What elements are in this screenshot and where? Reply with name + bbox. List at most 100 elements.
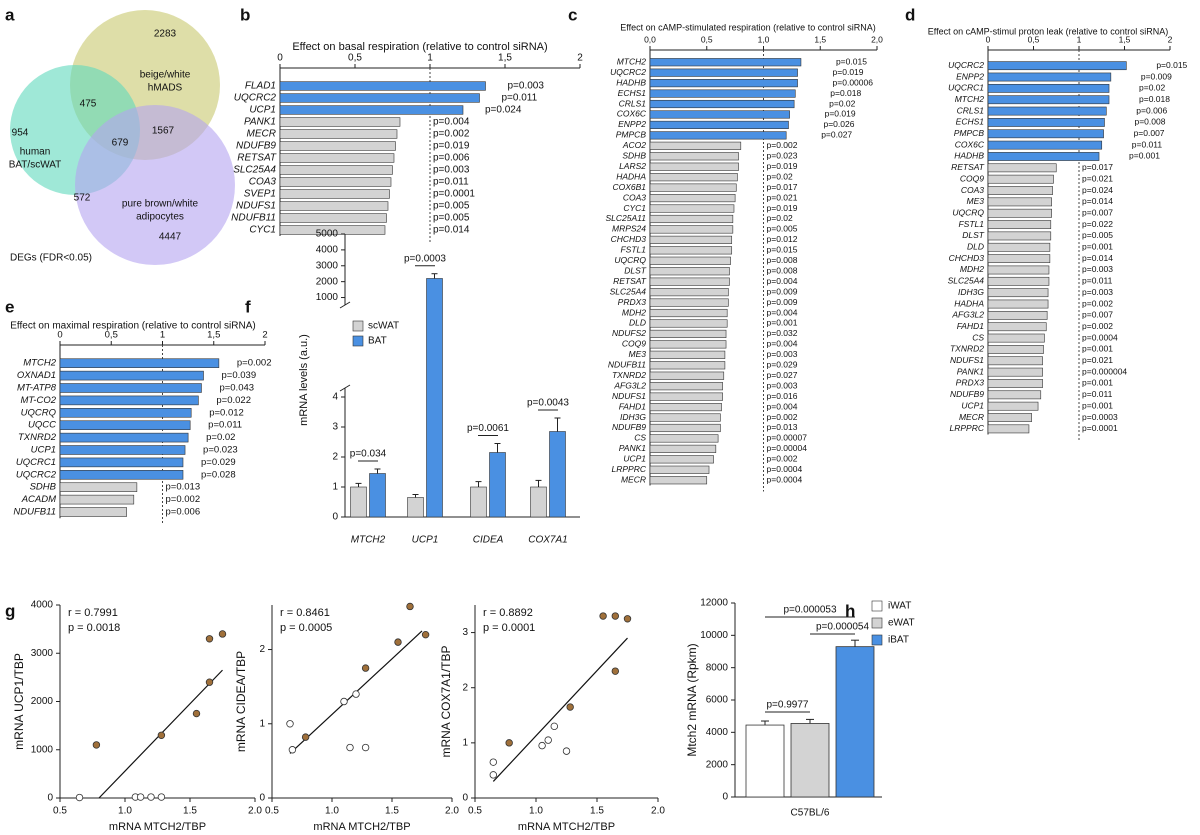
panel-letter: c: [568, 5, 577, 24]
x-axis-label: mRNA MTCH2/TBP: [518, 821, 615, 833]
bar: [649, 288, 729, 297]
p-value-label: p=0.017: [1082, 162, 1113, 172]
p-value-label: p=0.0003: [404, 253, 446, 264]
p-value-label: p=0.024: [1082, 185, 1113, 195]
bar: [649, 141, 742, 150]
bar: [649, 99, 795, 109]
bar: [987, 129, 1104, 139]
bar: [649, 89, 796, 98]
category-label: HADHA: [616, 171, 646, 181]
bar: [649, 79, 798, 88]
p-value-label: p=0.0001: [433, 189, 475, 200]
p-value-label: p=0.034: [350, 449, 387, 460]
category-label: NDUFB9: [612, 422, 646, 432]
bar: [649, 465, 710, 474]
bar: [790, 723, 830, 798]
bar: [369, 473, 386, 518]
category-label: FLAD1: [245, 81, 276, 92]
category-label: CHCHD3: [611, 234, 647, 244]
category-label: DLD: [629, 318, 646, 328]
p-value-label: p=0.015: [1156, 60, 1187, 70]
p-value-label: p=0.015: [767, 245, 798, 255]
category-label: MECR: [621, 474, 646, 484]
point: [340, 697, 348, 706]
p-value-label: p=0.012: [767, 234, 798, 244]
bar: [987, 276, 1050, 286]
x-tick-label: 0,5: [701, 34, 713, 44]
bar: [279, 153, 395, 163]
category-label: COA3: [961, 185, 984, 195]
bar: [987, 152, 1100, 161]
point: [157, 731, 166, 739]
p-value-label: p=0.002: [433, 129, 470, 140]
p-value-label: p=0.00004: [767, 443, 808, 453]
category-label: COX6B1: [612, 182, 646, 192]
category-label: MECR: [959, 412, 984, 422]
bar: [649, 110, 790, 119]
annotation: r = 0.8892: [483, 607, 533, 619]
category-label: NDUFS2: [612, 328, 646, 338]
bar: [59, 494, 135, 505]
bar: [59, 470, 184, 480]
panel-letter: g: [5, 601, 15, 620]
category-label: MT-ATP8: [17, 383, 57, 394]
category-label: FSTL1: [958, 219, 984, 229]
p-value-label: p=0.032: [767, 328, 798, 338]
point: [550, 722, 558, 731]
p-value-label: p=0.004: [767, 401, 798, 411]
x-axis-label: mRNA MTCH2/TBP: [109, 821, 206, 833]
category-label: NDUFB9: [950, 389, 984, 399]
bar: [649, 162, 739, 171]
category-label: UQCRC1: [948, 83, 984, 93]
bar: [649, 444, 717, 453]
p-value-label: p=0.011: [208, 420, 242, 431]
bar: [987, 254, 1051, 264]
p-value-label: p=0.008: [767, 265, 798, 275]
bar: [59, 432, 189, 443]
category-label: NDUFB9: [236, 141, 276, 152]
bar: [649, 277, 730, 286]
bar: [987, 310, 1048, 320]
bar: [987, 208, 1053, 218]
bar: [59, 445, 186, 455]
x-tick-label: 2: [577, 53, 583, 64]
point: [346, 743, 354, 752]
category-label: CS: [634, 433, 646, 443]
bar: [987, 118, 1105, 127]
x-tick-label: 2.0: [248, 806, 262, 817]
bar: [649, 173, 738, 182]
category-label: CRLS1: [619, 98, 647, 108]
legend-label: eWAT: [888, 618, 915, 629]
bar: [649, 434, 719, 443]
bar: [987, 231, 1052, 241]
p-value-label: p=0.005: [767, 224, 798, 234]
p-value-label: p=0.011: [433, 177, 469, 188]
panel-letter: b: [240, 5, 250, 24]
p-value-label: p=0.007: [1082, 310, 1113, 320]
point: [157, 793, 166, 801]
point: [192, 709, 201, 718]
venn-count: 679: [112, 138, 129, 149]
legend-swatch: [871, 617, 883, 629]
bar: [649, 58, 802, 67]
p-value-label: p=0.02: [767, 171, 794, 181]
p-value-label: p=0.014: [433, 225, 470, 236]
y-tick-label: 4000: [31, 600, 54, 611]
y-tick-label: 0: [47, 793, 53, 804]
bar: [470, 486, 487, 518]
p-value-label: p=0.001: [767, 318, 798, 328]
category-label: AFG3L2: [951, 310, 984, 320]
p-value-label: p=0.014: [1082, 253, 1113, 263]
p-value-label: p=0.009: [1141, 71, 1172, 81]
y-tick-label: 4: [332, 392, 338, 403]
category-label: IDH3G: [958, 287, 984, 297]
p-value-label: p=0.002: [767, 454, 798, 464]
bar: [649, 225, 734, 234]
bar: [987, 163, 1057, 173]
bar: [489, 452, 506, 518]
bar: [279, 129, 398, 139]
venn-set-label: human: [20, 147, 51, 158]
legend-label: iBAT: [888, 635, 909, 646]
y-tick-label: 0: [722, 792, 728, 803]
